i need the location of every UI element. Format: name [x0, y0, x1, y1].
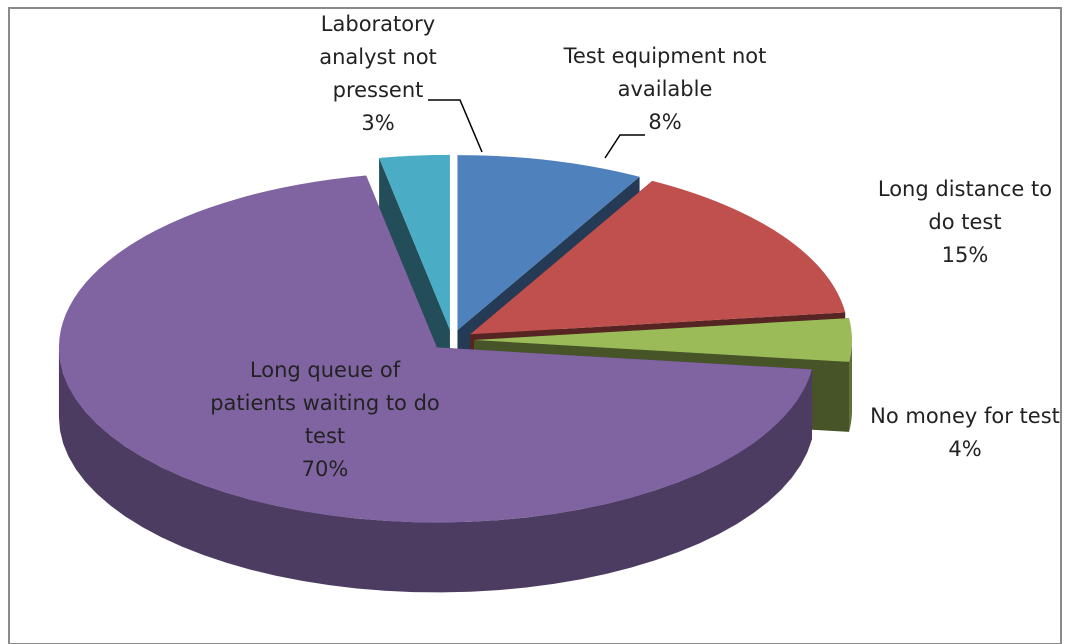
slice [58, 175, 812, 523]
leader-line [604, 134, 645, 159]
value-label: 3% [361, 111, 395, 135]
slice-tops [58, 154, 852, 523]
slice [470, 180, 846, 335]
slice [379, 154, 450, 330]
slice-side [849, 340, 852, 432]
slice-label: Test equipment not available 8% [545, 40, 785, 139]
value-label: 4% [948, 437, 982, 461]
slice-label: Long queue of patients waiting to do tes… [210, 354, 440, 486]
slice-label: Long distance to do test 15% [865, 173, 1065, 272]
slice [474, 318, 852, 362]
category-label: Test equipment not available [563, 44, 767, 101]
value-label: 8% [648, 110, 682, 134]
value-label: 15% [941, 243, 989, 267]
slice-label: No money for test 4% [865, 400, 1065, 466]
slice-label: Laboratory analyst not pressent 3% [288, 8, 468, 140]
leader-line [428, 99, 483, 153]
category-label: No money for test [870, 404, 1060, 428]
category-label: Long queue of patients waiting to do tes… [210, 358, 440, 448]
slice [457, 155, 640, 331]
category-label: Long distance to do test [877, 177, 1053, 234]
slice-side [58, 347, 812, 593]
category-label: Laboratory analyst not pressent [319, 12, 437, 102]
value-label: 70% [301, 457, 349, 481]
